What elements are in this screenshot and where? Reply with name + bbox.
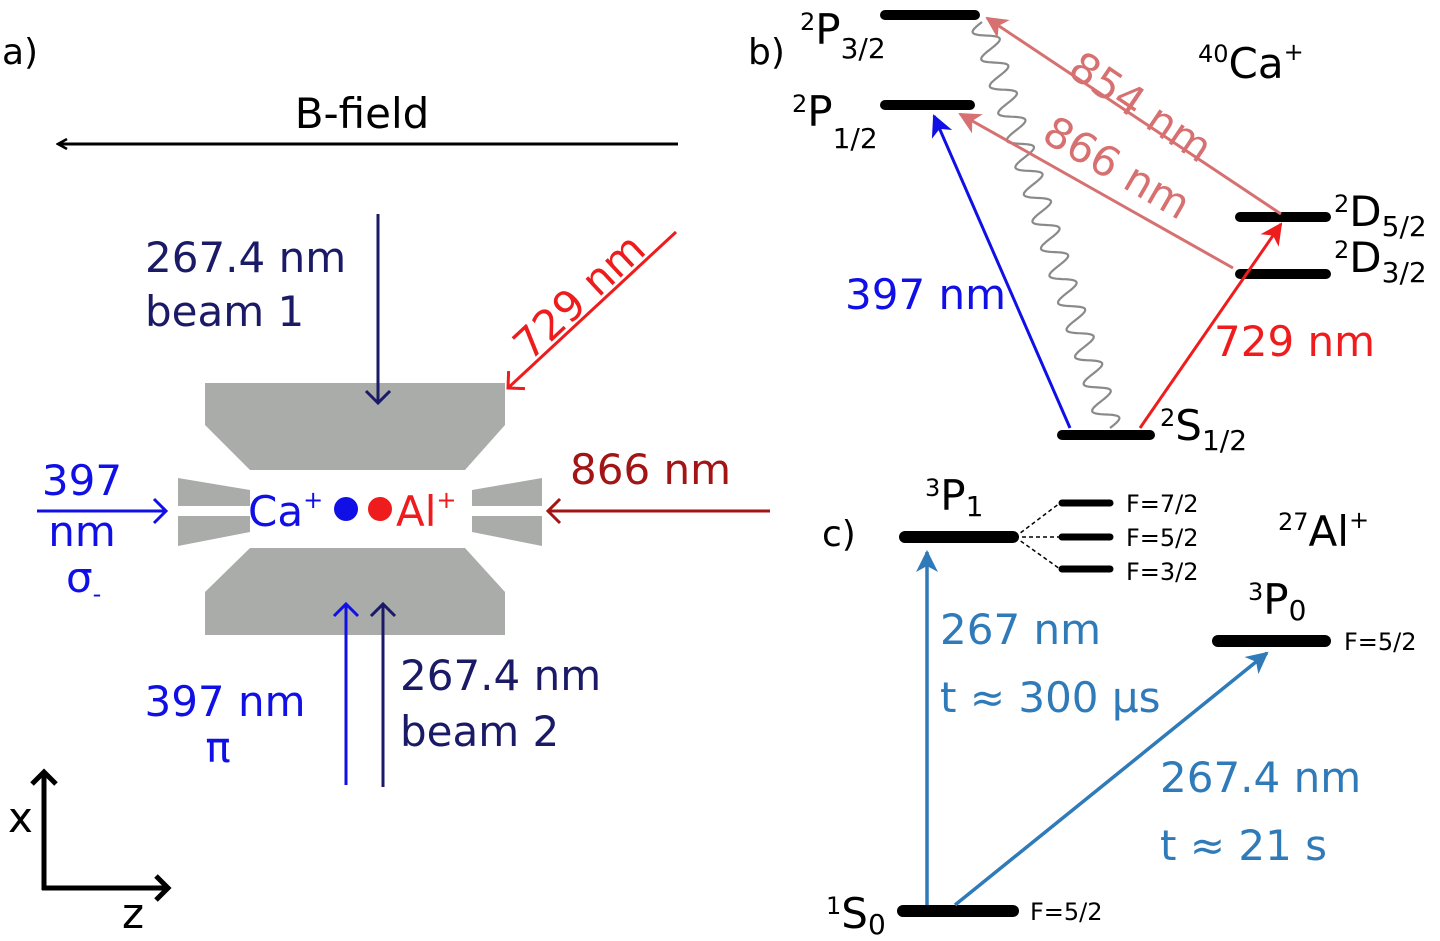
transition-729-arrow bbox=[1138, 222, 1283, 429]
blue397-sigma-polarization: σ- bbox=[66, 553, 101, 608]
label-2p12: 2P1/2 bbox=[792, 87, 878, 155]
label-267-lifetime: t ≈ 300 μs bbox=[940, 673, 1160, 722]
blue397-sigma-wavelength: 397 bbox=[42, 456, 122, 505]
bfield-label: B-field bbox=[295, 89, 430, 138]
beam1-name: beam 1 bbox=[145, 287, 304, 336]
decay-wavy-line bbox=[971, 21, 1121, 429]
axis-x-label: x bbox=[8, 793, 33, 842]
al-label: Al+ bbox=[396, 486, 457, 536]
panel-a: a) B-field Ca+ Al+ 267.4 nm beam 1 267.4… bbox=[2, 32, 770, 938]
label-2d32: 2D3/2 bbox=[1334, 233, 1427, 289]
panel-c: c) F=7/2 F=5/2 F=3/2 F=5/2 F=5/2 3P1 3P0… bbox=[822, 471, 1417, 941]
hf-label-52: F=5/2 bbox=[1126, 524, 1199, 552]
beam1-wavelength: 267.4 nm bbox=[145, 233, 346, 282]
al-ion bbox=[368, 497, 392, 521]
hf-label-32: F=3/2 bbox=[1126, 558, 1199, 586]
blue397-sigma-unit: nm bbox=[48, 507, 116, 556]
endcap-right-upper bbox=[472, 478, 542, 506]
ca-ion bbox=[334, 497, 358, 521]
endcap-right-lower bbox=[472, 516, 542, 546]
transition-397-arrow bbox=[931, 114, 1072, 429]
label-2s12: 2S1/2 bbox=[1160, 401, 1247, 457]
label-2p32: 2P3/2 bbox=[800, 5, 886, 65]
label-2d52: 2D5/2 bbox=[1334, 187, 1427, 243]
red729-label: 729 nm bbox=[503, 224, 654, 370]
panel-b-label: b) bbox=[748, 32, 785, 73]
species-ca: 40Ca+ bbox=[1198, 38, 1304, 88]
transition-866-arrow bbox=[958, 112, 1234, 270]
beam2-wavelength: 267.4 nm bbox=[400, 651, 601, 700]
red729-arrow bbox=[506, 230, 678, 391]
transition-854-arrow bbox=[985, 16, 1282, 216]
label-2674-lifetime: t ≈ 21 s bbox=[1160, 821, 1327, 870]
label-2674-wavelength: 267.4 nm bbox=[1160, 753, 1361, 802]
label-3p1: 3P1 bbox=[925, 471, 983, 523]
label-397: 397 nm bbox=[845, 270, 1006, 319]
s0-f-label: F=5/2 bbox=[1030, 898, 1103, 926]
label-3p0: 3P0 bbox=[1248, 575, 1306, 627]
panel-a-label: a) bbox=[2, 32, 38, 73]
blue397-pi-wavelength: 397 nm bbox=[144, 677, 305, 726]
label-729: 729 nm bbox=[1214, 317, 1375, 366]
blue397-pi-polarization: π bbox=[205, 723, 230, 772]
trap-electrode-bottom bbox=[205, 548, 505, 635]
trap-electrode-top bbox=[205, 383, 505, 470]
hf-label-72: F=7/2 bbox=[1126, 490, 1199, 518]
panel-c-label: c) bbox=[822, 514, 856, 555]
red866-label: 866 nm bbox=[570, 445, 731, 494]
axis-z-label: z bbox=[122, 889, 144, 938]
beam2-name: beam 2 bbox=[400, 707, 559, 756]
ca-label: Ca+ bbox=[248, 486, 323, 536]
hf-dash-72 bbox=[1014, 502, 1061, 538]
transition-2674-arrow bbox=[953, 651, 1269, 907]
label-1s0: 1S0 bbox=[826, 889, 886, 941]
endcap-left-upper bbox=[178, 478, 250, 506]
species-al: 27Al+ bbox=[1278, 506, 1369, 556]
hf-dash-32 bbox=[1014, 536, 1061, 570]
endcap-left-lower bbox=[178, 516, 250, 546]
label-267-wavelength: 267 nm bbox=[940, 605, 1101, 654]
panel-b: b) 2P3/2 2P1/2 2D5/2 2D3/2 2S1/2 40Ca+ 3… bbox=[748, 5, 1427, 457]
p0-f-label: F=5/2 bbox=[1344, 628, 1417, 656]
